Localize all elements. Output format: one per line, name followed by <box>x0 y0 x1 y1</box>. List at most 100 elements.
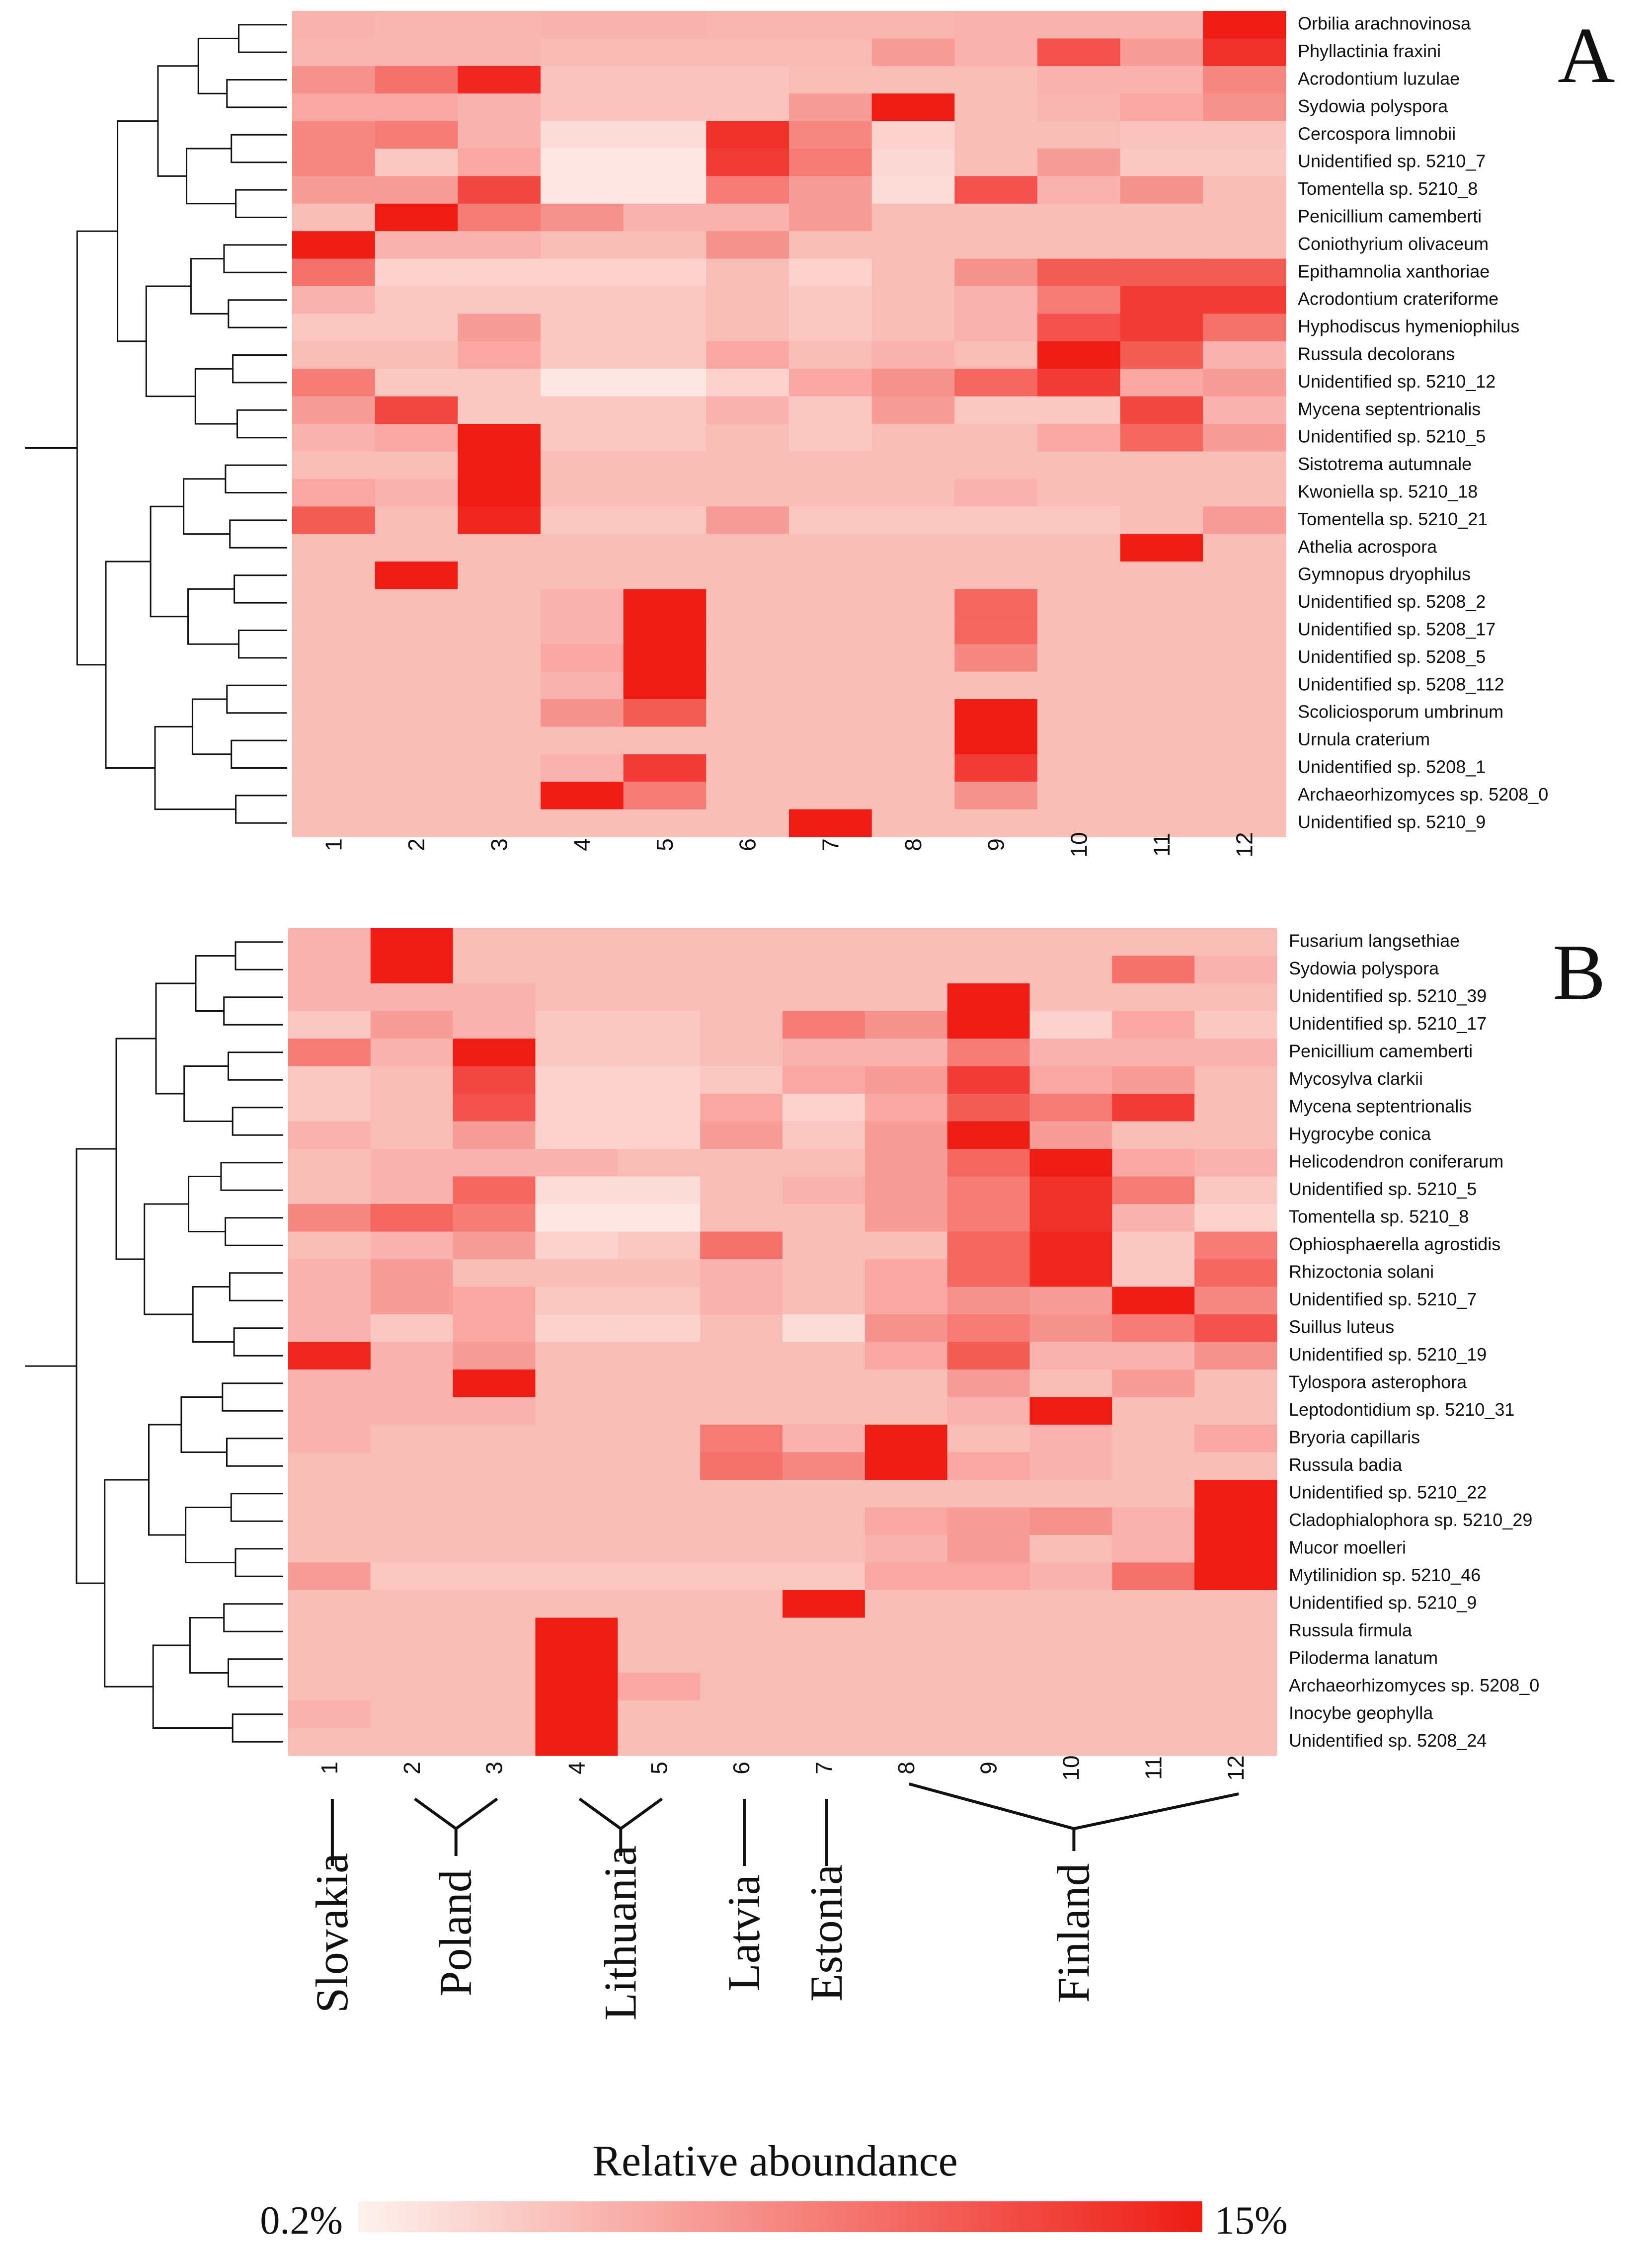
heatmap-cell <box>453 1590 536 1618</box>
heatmap-cell <box>541 176 624 204</box>
heatmap-cell <box>453 1397 536 1425</box>
heatmap-cell <box>783 983 865 1012</box>
heatmap-cell <box>623 258 707 287</box>
heatmap-cell <box>375 782 458 810</box>
dendrogram-branch <box>155 982 196 1095</box>
heatmap-cell <box>618 983 701 1012</box>
heatmap-cell <box>618 1425 701 1453</box>
heatmap-cell <box>292 149 376 176</box>
heatmap-cell <box>1120 176 1203 204</box>
heatmap-cell <box>1203 176 1286 204</box>
heatmap-cell <box>370 1176 454 1205</box>
heatmap-cell <box>541 809 624 837</box>
row-label: Mycena septentrionalis <box>1289 1096 1472 1117</box>
heatmap-cell <box>370 983 454 1012</box>
heatmap-cell <box>947 1728 1030 1756</box>
heatmap-cell <box>288 1287 371 1315</box>
column-tick-label: 6 <box>735 838 761 851</box>
heatmap-cell <box>288 1314 371 1343</box>
heatmap-cell <box>618 1369 701 1398</box>
heatmap-cell <box>453 1259 536 1288</box>
heatmap-cell <box>288 1259 371 1288</box>
heatmap-cell <box>370 1369 454 1398</box>
heatmap-cell <box>700 1507 783 1535</box>
heatmap-cell <box>783 1425 865 1453</box>
heatmap-cell <box>541 149 624 176</box>
dendrogram-branch <box>76 1148 116 1584</box>
heatmap-cell <box>453 983 536 1012</box>
heatmap-cell <box>375 671 458 700</box>
dendrogram-branch <box>228 1051 283 1081</box>
row-label: Athelia acrospora <box>1298 536 1437 557</box>
column-tick-label: 12 <box>1223 1755 1249 1780</box>
heatmap-cell <box>458 38 541 67</box>
heatmap-cell <box>865 1728 948 1756</box>
heatmap-cell <box>370 1617 454 1646</box>
heatmap-cell <box>535 1231 618 1260</box>
heatmap-cell <box>1029 1039 1112 1067</box>
heatmap-cell <box>1037 314 1121 342</box>
heatmap-cell <box>288 1535 371 1563</box>
heatmap-cell <box>871 589 955 617</box>
heatmap-cell <box>458 341 541 369</box>
heatmap-cell <box>453 1287 536 1315</box>
row-labels-a: Orbilia arachnovinosa Phyllactinia fraxin… <box>1298 13 1548 832</box>
heatmap-cell <box>453 1700 536 1729</box>
dendrogram-branch <box>154 725 236 810</box>
heatmap-cell <box>458 93 541 122</box>
heatmap-cell <box>1194 1728 1277 1756</box>
heatmap-cell <box>871 644 955 672</box>
heatmap-cell <box>700 1314 783 1343</box>
row-label: Leptodontidium sp. 5210_31 <box>1289 1399 1514 1420</box>
heatmap-cell <box>453 1673 536 1701</box>
country-bracket <box>578 1797 663 1856</box>
heatmap-cell <box>871 121 955 149</box>
heatmap-cell <box>375 176 458 204</box>
heatmap-cell <box>370 1314 454 1343</box>
heatmap-cell <box>458 121 541 149</box>
dendrogram-branch <box>234 574 287 604</box>
heatmap-cell <box>783 1287 865 1315</box>
heatmap-cell <box>618 1645 701 1674</box>
heatmap-cell <box>375 121 458 149</box>
heatmap-cell <box>1203 671 1286 700</box>
row-label: Russula firmula <box>1289 1620 1413 1640</box>
heatmap-cell <box>541 93 624 122</box>
heatmap-cell <box>1194 1590 1277 1618</box>
heatmap-cell <box>618 1342 701 1370</box>
heatmap-cell <box>871 341 955 369</box>
heatmap-cell <box>1112 1535 1195 1563</box>
heatmap-cell <box>700 1562 783 1591</box>
heatmap-cell <box>292 506 376 535</box>
heatmap-cell <box>453 1314 536 1343</box>
heatmap-cell <box>1120 66 1203 94</box>
heatmap-cell <box>541 314 624 342</box>
heatmap-cell <box>1120 258 1203 287</box>
heatmap-cell <box>541 231 624 259</box>
heatmap-cell <box>865 1121 948 1149</box>
heatmap-cell <box>618 1011 701 1039</box>
dendrogram-branch <box>228 1658 283 1688</box>
row-label: Unidentified sp. 5210_12 <box>1298 371 1495 392</box>
row-label: Tomentella sp. 5210_8 <box>1289 1207 1469 1227</box>
heatmap-cell <box>700 1176 783 1205</box>
row-label: Gymnopus dryophilus <box>1298 564 1471 584</box>
heatmap-cell <box>458 562 541 589</box>
heatmap-cell <box>623 726 707 755</box>
row-label: Unidentified sp. 5208_112 <box>1298 674 1504 694</box>
heatmap-cell <box>1203 93 1286 122</box>
heatmap-cell <box>789 726 872 755</box>
heatmap-cell <box>1037 258 1121 287</box>
heatmap-cell <box>292 66 376 94</box>
heatmap-cell <box>541 506 624 535</box>
heatmap-cell <box>288 1452 371 1480</box>
heatmap-cell <box>292 231 376 259</box>
heatmap-cell <box>954 644 1038 672</box>
heatmap-cell <box>789 479 872 507</box>
heatmap-cell <box>1029 1342 1112 1370</box>
heatmap-cell <box>865 1507 948 1535</box>
column-tick-label: 7 <box>817 838 843 851</box>
heatmap-cell <box>865 928 948 957</box>
heatmap-cell <box>789 671 872 700</box>
heatmap-cell <box>453 1617 536 1646</box>
